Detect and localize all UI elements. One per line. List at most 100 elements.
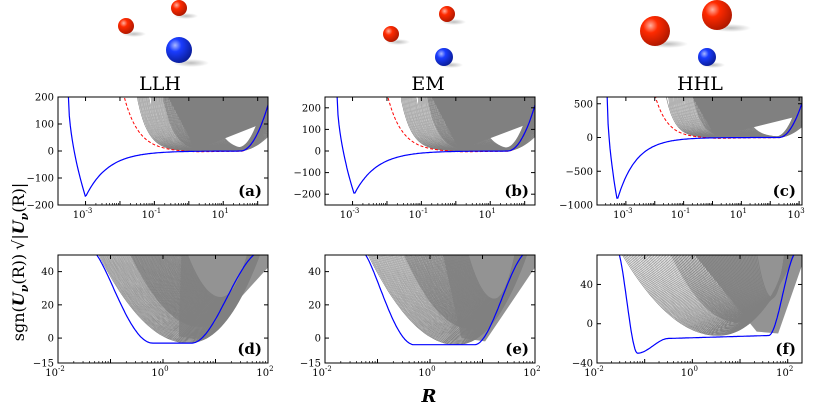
y-tick-label: 0: [315, 334, 321, 345]
panel-label-a: (a): [238, 182, 262, 200]
x-tick-label: 10-1: [671, 207, 691, 221]
gray-band: [694, 255, 802, 334]
x-tick-base: 10: [409, 210, 422, 221]
x-tick-label: 10-2: [584, 365, 604, 379]
x-tick-label: 10-1: [409, 207, 429, 221]
ylabel-u: U: [9, 291, 28, 306]
x-tick-exponent: -1: [684, 207, 691, 215]
y-tick-label: 40: [580, 280, 593, 291]
y-tick-label: −15: [33, 359, 54, 370]
x-tick-exponent: -2: [58, 365, 65, 373]
column-title-em: EM: [411, 73, 444, 95]
x-tick-exponent: 0: [693, 365, 697, 373]
x-axis-label: R: [421, 386, 437, 407]
blue-ground-curve: [606, 97, 802, 199]
x-tick-base: 10: [312, 368, 325, 379]
x-tick-base: 10: [151, 368, 164, 379]
x-tick-base: 10: [73, 210, 86, 221]
x-tick-exponent: 1: [742, 207, 746, 215]
x-tick-label: 101: [730, 207, 747, 221]
red-atom-icon: [702, 0, 732, 30]
panel-label-f: (f): [775, 340, 796, 358]
x-tick-base: 10: [788, 210, 801, 221]
y-tick-label: 500: [574, 99, 593, 110]
plot-area: [67, 97, 268, 198]
plot-area: [365, 255, 535, 346]
x-tick-base: 10: [523, 368, 536, 379]
blue-lowest-curve: [618, 255, 795, 354]
plot-area: [336, 97, 535, 194]
y-tick-label: −500: [566, 167, 593, 178]
x-tick-exponent: 1: [491, 207, 495, 215]
y-axis-label: sgn(Uν(R))√|Uν(R)|: [9, 183, 31, 341]
blue-ground-curve: [336, 97, 535, 194]
y-tick-label: 0: [48, 334, 54, 345]
blue-atom-icon: [698, 48, 716, 66]
x-tick-label: 10-3: [73, 207, 93, 221]
red-atom-icon: [439, 6, 455, 22]
x-tick-base: 10: [142, 210, 155, 221]
x-tick-label: 10-3: [613, 207, 633, 221]
gray-band: [178, 255, 268, 340]
plot-frame: [596, 254, 803, 364]
x-tick-base: 10: [613, 210, 626, 221]
gray-band: [431, 97, 535, 150]
ylabel-sgn: sgn(: [9, 306, 28, 341]
x-tick-exponent: 2: [536, 365, 540, 373]
red-atom-icon: [383, 26, 399, 42]
x-tick-base: 10: [584, 368, 597, 379]
y-tick-label: −1000: [559, 201, 593, 212]
panel-label-c: (c): [773, 182, 796, 200]
y-tick-label: 100: [302, 125, 321, 136]
ylabel-close: ): [9, 254, 28, 260]
y-tick-label: 0: [315, 147, 321, 158]
x-tick-base: 10: [418, 368, 431, 379]
x-tick-exponent: -1: [421, 207, 428, 215]
x-tick-exponent: 0: [431, 365, 435, 373]
atoms-em: [383, 6, 466, 68]
red-atom-icon: [118, 18, 134, 34]
x-tick-label: 102: [256, 365, 273, 379]
ylabel-nu: ν: [18, 284, 31, 292]
red-atom-icon: [640, 16, 670, 46]
x-tick-exponent: 3: [800, 207, 804, 215]
x-tick-label: 103: [788, 207, 805, 221]
x-tick-base: 10: [681, 368, 694, 379]
blue-lowest-curve: [365, 255, 524, 346]
plot-area: [618, 255, 802, 354]
x-tick-exponent: -2: [325, 365, 332, 373]
x-tick-label: 100: [151, 365, 168, 379]
ylabel-bar: |: [9, 183, 28, 188]
blue-atom-icon: [435, 48, 453, 66]
red-atom-icon: [171, 0, 187, 16]
column-title-hhl: HHL: [677, 73, 723, 95]
x-tick-label: 102: [776, 365, 793, 379]
x-tick-exponent: -1: [154, 207, 161, 215]
plot-frame: [596, 96, 803, 206]
x-tick-exponent: -2: [597, 365, 604, 373]
atoms-hhl: [640, 0, 751, 68]
x-tick-label: 102: [523, 365, 540, 379]
x-tick-label: 10-1: [142, 207, 162, 221]
x-tick-label: 101: [479, 207, 496, 221]
y-tick-label: −15: [300, 359, 321, 370]
ylabel-r2: (R): [9, 188, 28, 213]
x-tick-exponent: 1: [224, 207, 228, 215]
x-tick-exponent: -3: [626, 207, 633, 215]
panel-label-e: (e): [505, 340, 529, 358]
x-tick-label: 10-3: [340, 207, 360, 221]
blue-atom-icon: [166, 37, 192, 63]
gray-band: [692, 97, 802, 137]
blue-lowest-curve: [96, 255, 255, 344]
y-tick-label: −40: [572, 359, 593, 370]
red-excited-curve: [654, 97, 802, 139]
y-tick-label: −100: [294, 168, 321, 179]
y-tick-label: −200: [294, 190, 321, 201]
x-tick-base: 10: [340, 210, 353, 221]
blue-ground-curve: [67, 97, 268, 198]
y-tick-label: 200: [35, 93, 54, 104]
